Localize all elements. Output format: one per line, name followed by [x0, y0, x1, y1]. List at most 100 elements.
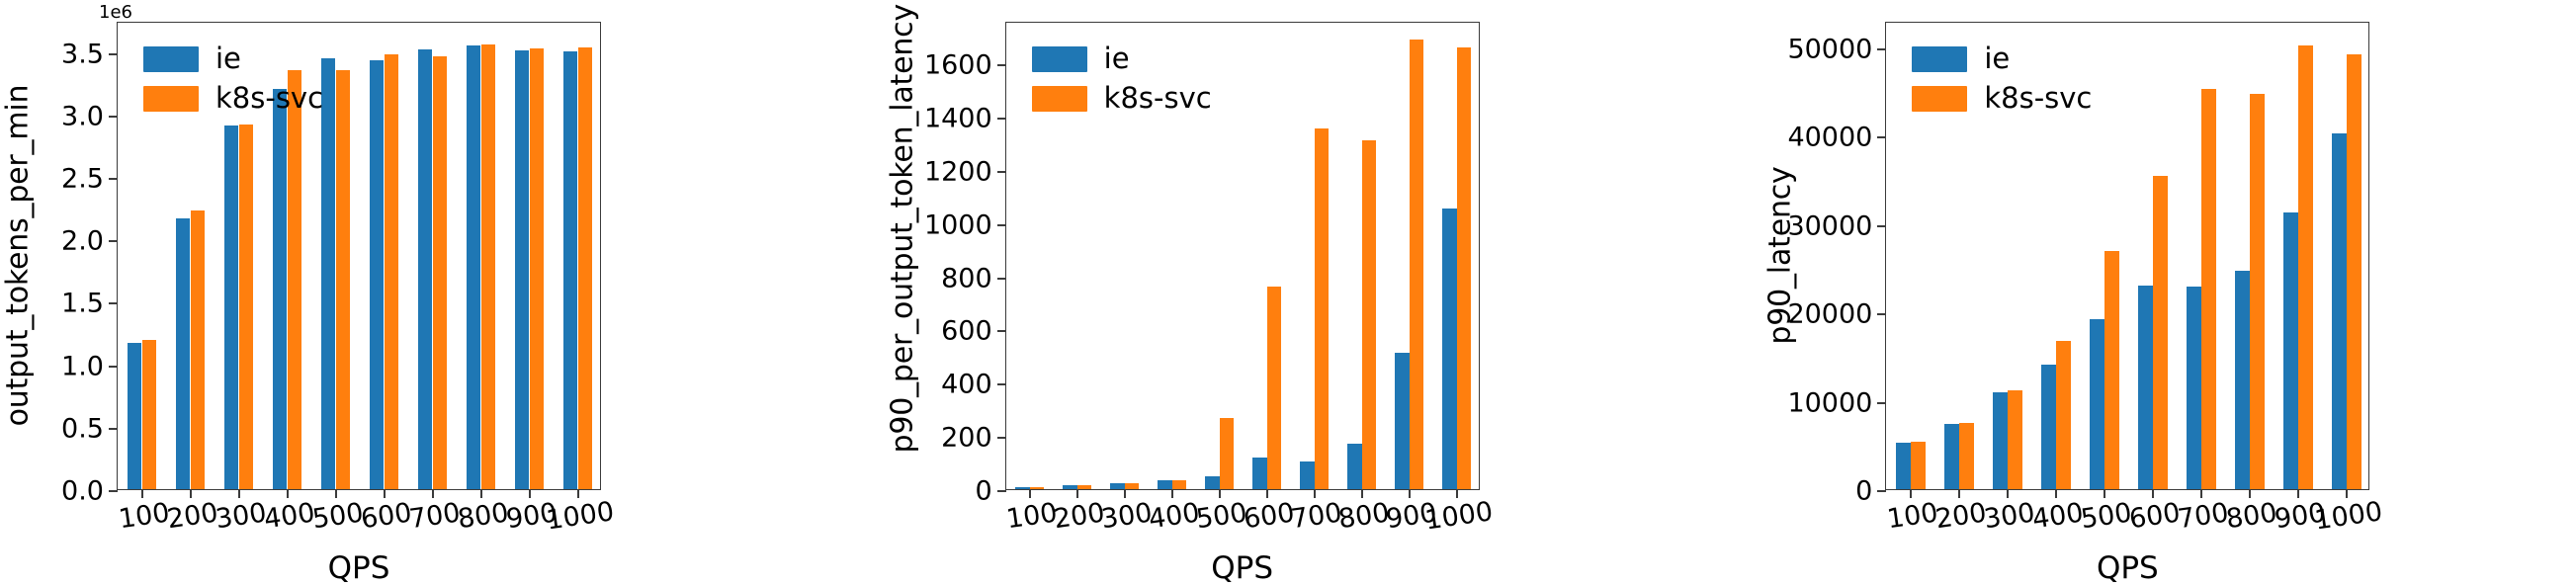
- legend-item-k8s-svc[interactable]: k8s-svc: [1912, 84, 2092, 113]
- y-tick-mark: [109, 490, 118, 492]
- y-tick-mark: [996, 383, 1006, 386]
- bar-k8s-svc: [432, 55, 448, 489]
- x-tick-label: 700: [406, 497, 463, 536]
- x-tick-mark: [383, 489, 386, 498]
- bar-k8s-svc: [480, 44, 496, 489]
- y-tick-mark: [109, 52, 118, 55]
- x-tick-label: 400: [1146, 497, 1202, 536]
- bar-ie: [175, 217, 191, 489]
- y-tick-label: 0.5: [61, 413, 104, 445]
- legend[interactable]: ie k8s-svc: [1031, 44, 1212, 113]
- x-tick-mark: [2345, 489, 2348, 498]
- bar-k8s-svc: [1171, 479, 1187, 489]
- x-axis-label-0: QPS: [327, 550, 390, 586]
- y-axis-label-1: p90_per_output_token_latency: [885, 4, 920, 454]
- x-tick-mark: [2103, 489, 2105, 498]
- x-tick-label: 800: [1335, 497, 1392, 536]
- legend-item-ie[interactable]: ie: [143, 44, 323, 73]
- bar-ie: [1205, 476, 1220, 489]
- bar-k8s-svc: [2104, 250, 2119, 489]
- bar-ie: [1896, 442, 1911, 489]
- bars-container-2: [1886, 23, 2368, 489]
- y-tick-mark: [1877, 401, 1887, 404]
- bar-ie: [1300, 460, 1315, 489]
- bar-ie: [1993, 391, 2008, 489]
- bar-k8s-svc: [384, 53, 399, 489]
- x-axis-label-1: QPS: [1211, 550, 1274, 586]
- legend-item-ie[interactable]: ie: [1031, 44, 1212, 73]
- x-tick-label: 800: [2224, 497, 2279, 536]
- x-tick-label: 500: [2079, 497, 2134, 536]
- x-tick-label: 1000: [2312, 496, 2384, 537]
- bar-k8s-svc: [1266, 287, 1282, 489]
- x-tick-label: 300: [1982, 497, 2037, 536]
- bar-k8s-svc: [2249, 93, 2265, 489]
- y-offset-text-0: 1e6: [99, 2, 132, 23]
- y-tick-mark: [109, 365, 118, 368]
- y-tick-label: 1600: [923, 49, 992, 81]
- bar-k8s-svc: [1456, 46, 1472, 489]
- y-axis-label-0: output_tokens_per_min: [0, 84, 36, 427]
- y-tick-label: 2.5: [61, 163, 104, 195]
- x-tick-label: 400: [261, 497, 317, 536]
- y-tick-label: 1200: [923, 156, 992, 188]
- x-tick-label: 200: [1051, 497, 1107, 536]
- x-tick-mark: [2248, 489, 2251, 498]
- bar-ie: [1063, 484, 1077, 489]
- x-tick-mark: [2151, 489, 2154, 498]
- legend-label: ie: [215, 42, 241, 75]
- legend-swatch-icon: [1031, 45, 1087, 72]
- legend[interactable]: ie k8s-svc: [1912, 44, 2092, 113]
- plot-area-2: 0 10000 20000 30000 40000 50000 100 200 300 400 50…: [1787, 22, 2384, 536]
- y-tick-mark: [996, 277, 1006, 280]
- x-tick-mark: [1218, 489, 1221, 498]
- y-tick-mark: [109, 240, 118, 243]
- bar-k8s-svc: [190, 210, 206, 489]
- y-tick-mark: [996, 170, 1006, 173]
- y-tick-label: 800: [941, 263, 992, 294]
- x-tick-mark: [1123, 489, 1126, 498]
- legend-label: k8s-svc: [1984, 81, 2093, 115]
- x-tick-label: 300: [1098, 497, 1155, 536]
- y-tick-label: 3.0: [61, 101, 104, 132]
- x-tick-label: 1000: [1422, 496, 1495, 537]
- y-tick-mark: [1877, 136, 1887, 139]
- y-tick-label: 50000: [1787, 34, 1873, 65]
- legend-item-ie[interactable]: ie: [1912, 44, 2092, 73]
- y-tick-mark: [996, 223, 1006, 226]
- legend[interactable]: ie k8s-svc: [143, 44, 323, 113]
- y-tick-label: 0.0: [61, 475, 104, 507]
- x-tick-mark: [528, 489, 531, 498]
- y-tick-label: 20000: [1787, 298, 1873, 330]
- bar-ie: [1252, 457, 1267, 489]
- bar-k8s-svc: [287, 69, 302, 489]
- y-tick-mark: [109, 427, 118, 430]
- x-tick-mark: [2296, 489, 2299, 498]
- legend-item-k8s-svc[interactable]: k8s-svc: [143, 84, 323, 113]
- bar-k8s-svc: [1029, 487, 1045, 489]
- x-tick-label: 400: [2030, 497, 2086, 536]
- x-tick-label: 600: [2127, 497, 2183, 536]
- x-tick-mark: [2199, 489, 2202, 498]
- x-tick-mark: [140, 489, 143, 498]
- x-tick-label: 500: [1193, 497, 1249, 536]
- x-tick-mark: [431, 489, 434, 498]
- bar-k8s-svc: [1314, 128, 1330, 489]
- y-tick-label: 400: [941, 369, 992, 400]
- x-tick-label: 100: [1885, 497, 1940, 536]
- y-tick-label: 40000: [1787, 122, 1873, 153]
- x-tick-label: 100: [1003, 497, 1060, 536]
- x-tick-mark: [1265, 489, 1268, 498]
- x-tick-label: 800: [455, 497, 511, 536]
- y-tick-mark: [1877, 224, 1887, 227]
- y-tick-mark: [109, 115, 118, 118]
- bar-k8s-svc: [577, 46, 593, 489]
- legend-item-k8s-svc[interactable]: k8s-svc: [1031, 84, 1212, 113]
- bar-ie: [1442, 208, 1457, 489]
- x-tick-label: 600: [1241, 497, 1297, 536]
- y-tick-mark: [996, 117, 1006, 120]
- plot-area-1: 0 200 400 600 800 1000 1200 1400 1600 100 200 300 40…: [924, 22, 1495, 536]
- chart-panel-1: p90_per_output_token_latency 0 200 400 600 8…: [859, 0, 1718, 585]
- bar-ie: [1158, 480, 1172, 489]
